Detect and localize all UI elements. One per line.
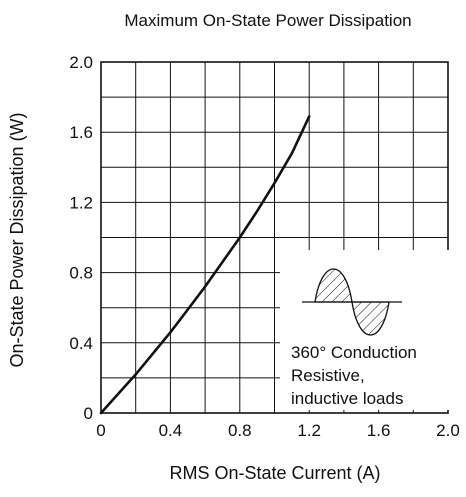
y-tick-label: 1.2	[69, 193, 93, 212]
hatched-sine-wave-icon	[302, 268, 402, 336]
y-tick-label: 0.4	[69, 334, 93, 353]
conduction-annotation: 360° Conduction Resistive, inductive loa…	[280, 250, 450, 410]
x-tick-label: 0.8	[228, 421, 252, 440]
y-tick-label: 1.6	[69, 123, 93, 142]
y-tick-label: 2.0	[69, 53, 93, 72]
x-tick-label: 0.4	[159, 421, 183, 440]
chart-title: Maximum On-State Power Dissipation	[124, 11, 411, 30]
plot-frame	[100, 61, 449, 414]
power-dissipation-curve	[99, 115, 311, 415]
x-axis-label: RMS On-State Current (A)	[169, 463, 380, 483]
annotation-line-1: 360° Conduction	[291, 343, 417, 362]
x-tick-label: 2.0	[436, 421, 460, 440]
wave-negative-half	[351, 301, 390, 336]
x-tick-label: 1.2	[297, 421, 321, 440]
annotation-line-2: Resistive,	[291, 366, 365, 385]
x-tick-label: 1.6	[367, 421, 391, 440]
x-axis-ticks: 0 0.4 0.8 1.2 1.6 2.0	[96, 421, 460, 440]
y-tick-label: 0.8	[69, 264, 93, 283]
y-axis-label: On-State Power Dissipation (W)	[7, 112, 27, 367]
wave-positive-half	[314, 268, 353, 303]
x-tick-label: 0	[96, 421, 105, 440]
annotation-line-3: inductive loads	[291, 389, 403, 408]
y-axis-ticks: 0 0.4 0.8 1.2 1.6 2.0	[69, 53, 93, 423]
y-tick-label: 0	[84, 404, 93, 423]
